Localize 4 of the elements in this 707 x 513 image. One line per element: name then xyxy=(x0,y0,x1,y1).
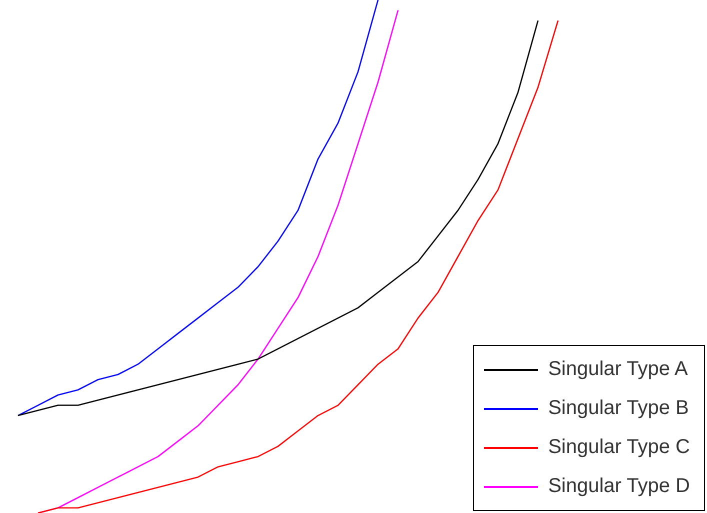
legend-label: Singular Type A xyxy=(548,358,688,381)
legend-label: Singular Type C xyxy=(548,436,690,459)
legend-label: Singular Type B xyxy=(548,397,689,420)
legend-label: Singular Type D xyxy=(548,475,690,498)
